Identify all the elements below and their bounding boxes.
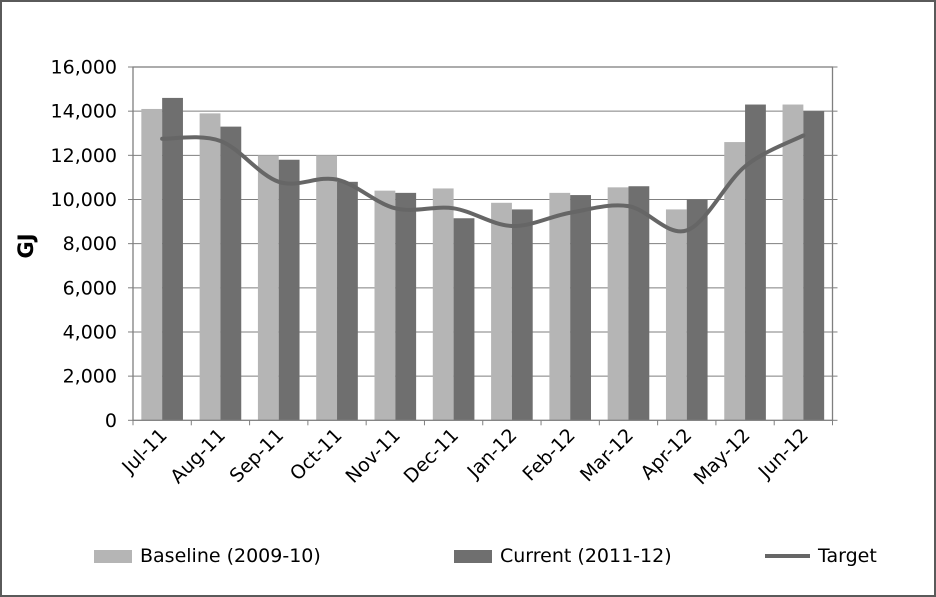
legend-label-target: Target [818, 545, 877, 567]
bar-baseline [432, 188, 454, 421]
bar-current [628, 186, 650, 421]
bar-baseline [665, 209, 687, 421]
legend-swatch-baseline-icon [94, 549, 132, 563]
bar-baseline [257, 155, 279, 421]
x-tick-label: Mar-12 [576, 424, 638, 486]
x-tick-label: Aug-11 [166, 424, 230, 488]
legend: Baseline (2009-10) Current (2011-12) Tar… [2, 543, 934, 573]
y-tick-label: 12,000 [51, 145, 117, 167]
x-tick-label: Oct-11 [286, 424, 347, 485]
bar-current [395, 192, 417, 421]
target-line [160, 133, 806, 234]
bar-baseline [607, 187, 629, 421]
bar-current [570, 195, 591, 421]
y-tick-label: 0 [105, 410, 117, 432]
bar-current [745, 104, 766, 421]
plot-area: 0 2,000 4,000 6,000 8,000 10,000 12,000 14,000 1… [51, 57, 838, 489]
x-tick-label: Feb-12 [518, 424, 579, 485]
legend-item-target: Target [765, 543, 877, 569]
bar-baseline [724, 142, 746, 421]
legend-item-baseline: Baseline (2009-10) [94, 543, 321, 569]
bar-baseline [141, 108, 163, 421]
bar-current [278, 159, 300, 421]
y-tick-label: 10,000 [51, 189, 117, 211]
bar-current [337, 181, 358, 421]
bar-current [803, 111, 825, 421]
legend-label-baseline: Baseline (2009-10) [140, 545, 321, 567]
y-tick-label: 4,000 [63, 321, 117, 343]
y-tick-label: 16,000 [51, 57, 117, 79]
bar-baseline [199, 113, 221, 421]
bar-baseline [782, 104, 804, 421]
x-tick-label: Jul-11 [117, 424, 171, 478]
x-tick-label: Apr-12 [636, 424, 696, 484]
bar-current [162, 97, 183, 421]
y-tick-label: 8,000 [63, 233, 117, 255]
legend-label-current: Current (2011-12) [500, 545, 672, 567]
x-tick-label: Sep-11 [225, 424, 288, 487]
legend-swatch-target-icon [765, 554, 810, 558]
bar-current [511, 209, 533, 421]
bar-baseline [374, 190, 396, 421]
y-tick-label: 2,000 [63, 366, 117, 388]
x-tick-label: Nov-11 [341, 424, 404, 487]
y-tick-label: 6,000 [63, 277, 117, 299]
legend-swatch-current-icon [454, 549, 492, 563]
x-tick-label: Jun-12 [754, 424, 813, 483]
bar-baseline [316, 155, 338, 421]
bar-current [686, 199, 708, 421]
bar-baseline [491, 202, 512, 421]
bar-current [220, 126, 242, 421]
y-axis-title: GJ [14, 233, 38, 259]
y-tick-label: 14,000 [51, 101, 117, 123]
bar-current [453, 218, 475, 421]
x-tick-label: Jan-12 [463, 424, 522, 483]
x-tick-label: May-12 [690, 424, 755, 489]
bar-baseline [549, 192, 571, 421]
legend-item-current: Current (2011-12) [454, 543, 672, 569]
x-tick-label: Dec-11 [400, 424, 464, 488]
